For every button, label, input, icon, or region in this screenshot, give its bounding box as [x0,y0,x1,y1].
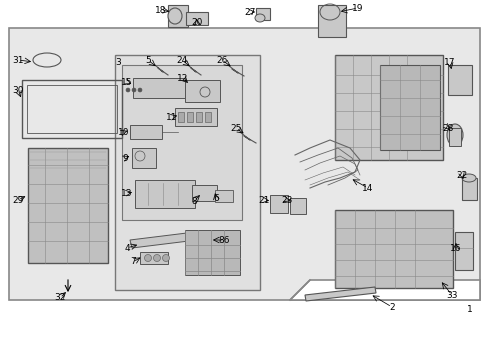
Text: 30: 30 [12,86,24,95]
Text: 25: 25 [230,123,241,132]
Text: 22: 22 [455,171,467,180]
Text: 6: 6 [213,194,219,202]
Ellipse shape [144,255,151,261]
Bar [175,108,217,126]
Bar [178,112,183,122]
Bar [115,55,260,290]
Bar [130,125,162,139]
Bar [28,148,108,263]
Text: 27: 27 [244,8,255,17]
Ellipse shape [162,255,169,261]
Text: 16: 16 [449,243,461,252]
Ellipse shape [126,88,130,92]
Bar [184,230,240,275]
Bar [256,8,269,20]
Text: 8: 8 [191,197,197,206]
Polygon shape [289,280,479,300]
Text: 19: 19 [351,4,363,13]
Text: 3: 3 [115,58,121,67]
Bar [185,12,207,25]
Text: 12: 12 [177,73,188,82]
Bar [289,198,305,214]
Bar [215,190,232,202]
Bar [140,252,168,264]
Ellipse shape [168,8,182,24]
Text: 21: 21 [258,195,269,204]
Text: 17: 17 [443,58,455,67]
Ellipse shape [135,151,145,161]
Ellipse shape [446,124,462,146]
Text: 29: 29 [12,195,23,204]
Bar [196,112,202,122]
Text: 11: 11 [166,113,177,122]
Text: 5: 5 [145,55,151,64]
Ellipse shape [200,87,209,97]
Text: 10: 10 [118,127,129,136]
Text: 13: 13 [121,189,132,198]
Bar [186,112,193,122]
Ellipse shape [132,88,136,92]
Text: 20: 20 [191,18,202,27]
Ellipse shape [138,88,142,92]
Text: 23: 23 [281,195,292,204]
Text: 26: 26 [216,55,227,64]
Bar [317,5,346,37]
Text: 24: 24 [176,55,187,64]
Text: 1: 1 [466,306,472,315]
Bar [334,55,442,160]
Text: 32: 32 [54,293,65,302]
Text: 15: 15 [121,77,132,86]
Bar [448,128,460,146]
Bar [447,65,471,95]
Text: 33: 33 [446,291,457,300]
Ellipse shape [254,14,264,22]
Bar [184,80,220,102]
Bar [461,178,476,200]
Bar [132,148,156,168]
Ellipse shape [461,174,475,182]
Bar [133,78,184,98]
Text: 14: 14 [362,184,373,193]
Bar [334,210,452,288]
Bar [168,5,187,27]
Text: 7: 7 [130,257,136,266]
Bar [135,180,195,208]
Text: 2: 2 [388,302,394,311]
Polygon shape [130,232,197,248]
Text: 31: 31 [12,55,24,64]
Ellipse shape [153,255,160,261]
Polygon shape [305,287,375,301]
Bar [379,65,439,150]
Polygon shape [9,28,479,300]
Bar [192,185,217,201]
Bar [454,232,472,270]
Bar [27,85,117,133]
Bar [269,195,287,213]
Text: 86: 86 [218,235,229,244]
Bar [204,112,210,122]
Text: 28: 28 [442,123,453,132]
Bar [122,65,242,220]
Text: 4: 4 [124,243,129,252]
Text: 9: 9 [122,153,128,162]
Text: 18: 18 [155,5,166,14]
Bar [22,80,122,138]
